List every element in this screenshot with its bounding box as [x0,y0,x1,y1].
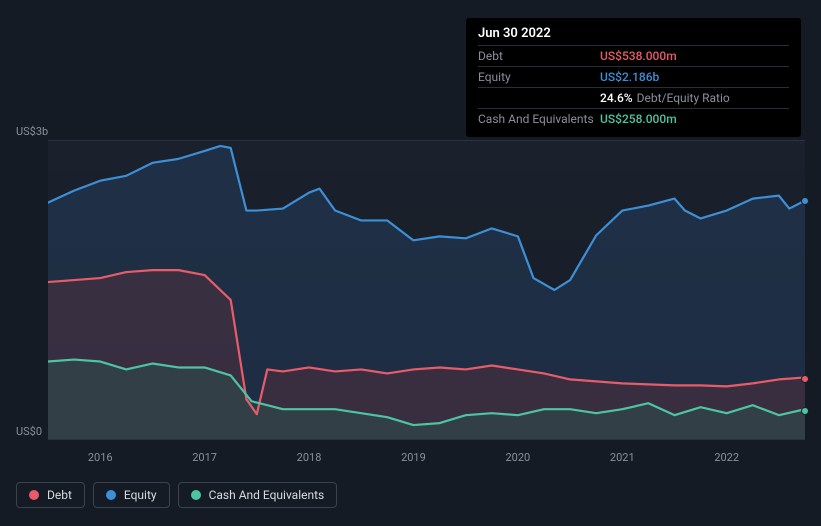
legend-swatch [29,490,39,500]
tooltip-row-ratio: 24.6%Debt/Equity Ratio [478,87,789,108]
tooltip-value: 24.6%Debt/Equity Ratio [600,91,730,105]
tooltip-label: Debt [478,49,600,63]
legend-label: Debt [47,488,72,502]
tooltip-label [478,91,600,105]
tooltip-value: US$538.000m [600,49,677,63]
legend-swatch [106,490,116,500]
tooltip-label: Equity [478,70,600,84]
legend-label: Equity [124,488,157,502]
legend-swatch [191,490,201,500]
legend-item-cash[interactable]: Cash And Equivalents [178,482,338,508]
tooltip-suffix: Debt/Equity Ratio [637,91,730,105]
y-tick-bottom: US$0 [16,425,42,438]
x-tick: 2022 [714,451,739,464]
series-end-marker [801,375,809,383]
tooltip-row-cash: Cash And EquivalentsUS$258.000m [478,108,789,129]
x-axis: 2016 2017 2018 2019 2020 2021 2022 [48,447,805,467]
tooltip-label: Cash And Equivalents [478,112,600,126]
x-tick: 2021 [610,451,635,464]
series-end-marker [801,197,809,205]
x-tick: 2016 [88,451,113,464]
x-tick: 2017 [192,451,217,464]
chart-tooltip: Jun 30 2022 DebtUS$538.000mEquityUS$2.18… [466,18,801,137]
legend-item-debt[interactable]: Debt [16,482,85,508]
tooltip-value: US$258.000m [600,112,677,126]
tooltip-value: US$2.186b [600,70,659,84]
legend-item-equity[interactable]: Equity [93,482,170,508]
y-tick-top: US$3b [16,125,48,138]
series-end-marker [801,407,809,415]
legend-label: Cash And Equivalents [209,488,325,502]
legend: Debt Equity Cash And Equivalents [16,482,337,508]
x-tick: 2019 [401,451,426,464]
x-tick: 2018 [297,451,322,464]
tooltip-row-equity: EquityUS$2.186b [478,66,789,87]
tooltip-date: Jun 30 2022 [478,26,789,45]
plot-area[interactable] [48,140,805,440]
x-tick: 2020 [505,451,530,464]
tooltip-row-debt: DebtUS$538.000m [478,45,789,66]
